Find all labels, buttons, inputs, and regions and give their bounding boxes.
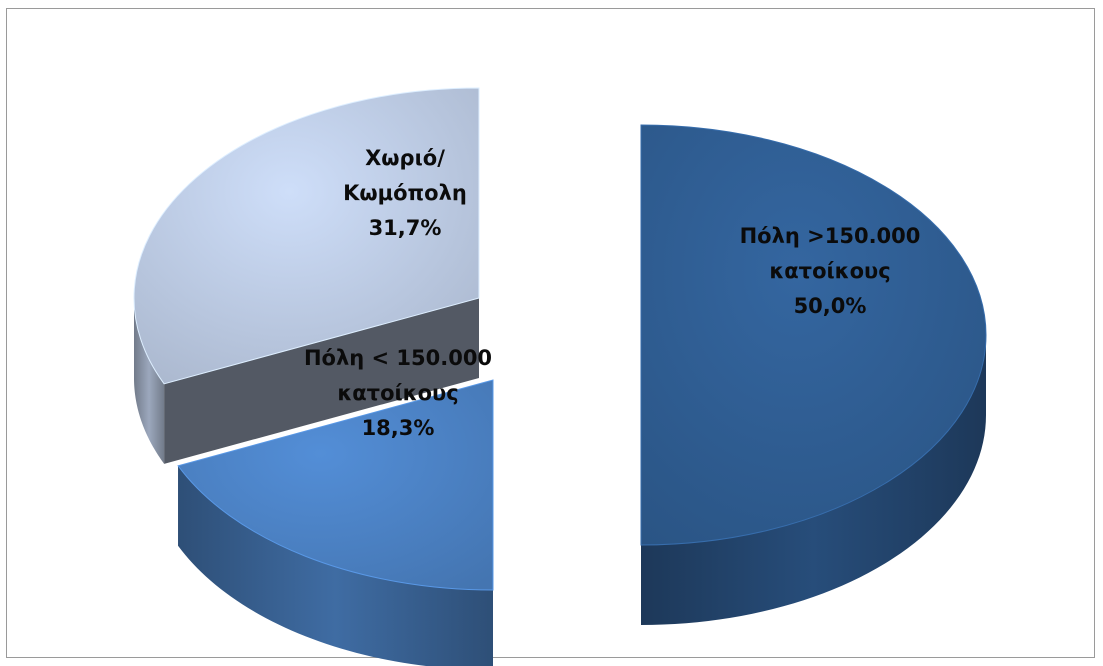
pie-slice-2-side: [178, 465, 493, 666]
pie-slice-3: [133, 87, 480, 385]
pie-slice-1: [640, 124, 987, 546]
pie-slice-3-radial-wall: [164, 298, 479, 464]
pie-slice-1-side: [641, 335, 986, 625]
pie-slice-2: [177, 379, 494, 591]
slice-label-3: Χωριό/Κωμόπολη 31,7%: [343, 146, 467, 240]
slice-label-1: Πόλη >150.000 κατοίκους 50,0%: [740, 224, 921, 318]
pie-slice-3-side: [134, 298, 165, 464]
slice-label-2: Πόλη < 150.000 κατοίκους 18,3%: [304, 346, 492, 440]
